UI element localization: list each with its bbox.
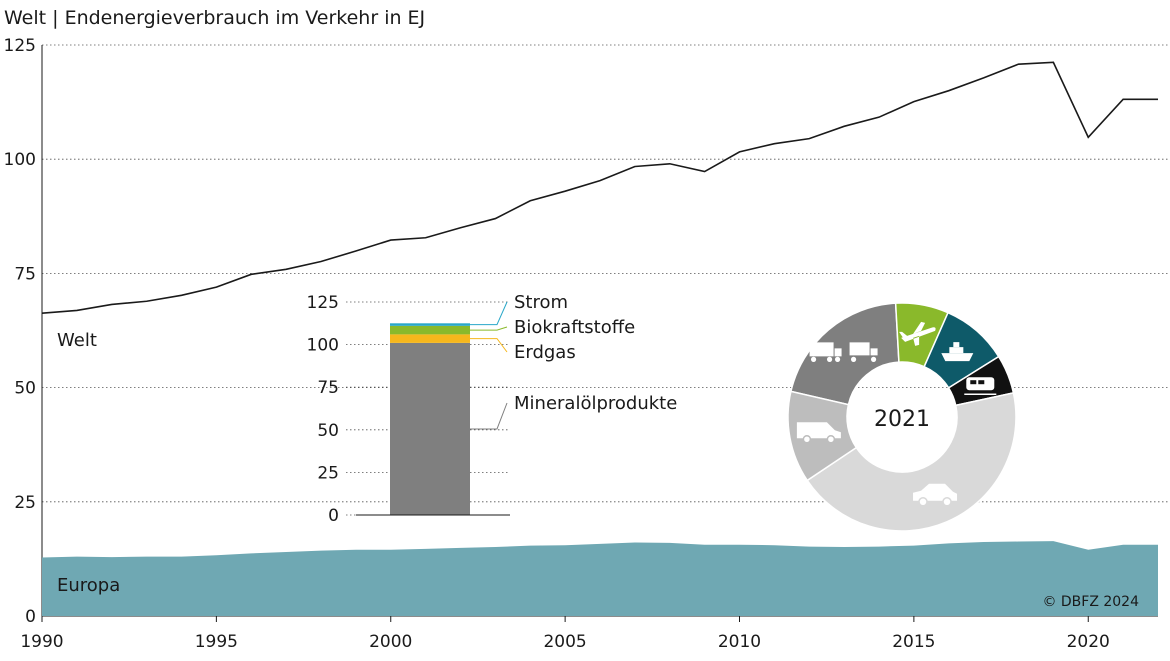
leader-mineralölprodukte [470,402,508,430]
truck-wheel-1 [826,356,833,362]
credit-label: © DBFZ 2024 [1042,594,1139,610]
main-y-tick-labels: 0 25 50 75 100 125 [4,36,36,627]
ship-hull [941,353,974,362]
x-tick-label-2015: 2015 [892,632,935,652]
bar-segment-strom [390,323,470,326]
inset-y-tick-label-100: 100 [307,336,339,356]
truck-cab [834,348,842,357]
inset-y-tick-label-125: 125 [307,293,339,313]
truck2-body [849,342,870,356]
train-window-2 [978,380,985,385]
truck-wheel-0 [810,356,817,362]
x-tick-label-2010: 2010 [718,632,761,652]
ship-icon [941,342,974,362]
welt-line-layer [41,61,1158,314]
ship-deck [949,347,964,354]
y-tick-label-50: 50 [14,379,36,399]
y-tick-label-0: 0 [25,607,36,627]
van-body [796,422,841,439]
main-x-tick-labels: 1990 1995 2000 2005 2010 2015 2020 [20,616,1110,652]
series-label-europa: Europa [57,575,120,596]
truck-body [809,342,834,357]
x-tick-label-1990: 1990 [20,632,63,652]
bar-segment-erdgas [390,334,470,343]
leader-erdgas [470,338,508,353]
inset-y-tick-label-75: 75 [317,378,339,398]
chart-title: Welt | Endenergieverbrauch im Verkehr in… [4,7,425,29]
donut-chart [787,302,1017,532]
series-label-welt: Welt [57,330,97,351]
europa-area [42,541,1158,616]
x-tick-label-2020: 2020 [1067,632,1110,652]
truck-wheel-3 [850,356,857,362]
y-tick-label-100: 100 [4,150,36,170]
europa-area-layer [42,541,1158,616]
y-tick-label-75: 75 [14,264,36,284]
x-tick-label-1995: 1995 [195,632,238,652]
y-tick-label-25: 25 [14,493,36,513]
bar-segment-biokraftstoffe [390,325,470,335]
donut-slice-truck [790,302,900,406]
car-wheel-1 [918,497,928,507]
car-body [913,483,958,501]
car-wheel-2 [942,497,952,507]
legend-label-biokraftstoffe: Biokraftstoffe [514,317,635,338]
welt-line [41,61,1158,314]
inset-y-tick-label-0: 0 [328,506,339,526]
bar-segment-mineralölprodukte [390,342,470,515]
train-icon [964,377,997,395]
x-tick-label-2000: 2000 [369,632,412,652]
airplane-shape [899,321,936,346]
inset-y-tick-label-50: 50 [317,421,339,441]
donut-center-label: 2021 [874,407,930,432]
x-tick-label-2005: 2005 [543,632,586,652]
ship-bridge [953,342,960,348]
truck-wheel-2 [834,356,841,362]
van-wheel-2 [826,435,836,444]
van-wheel-1 [802,435,812,444]
legend-label-mineralölprodukte: Mineralölprodukte [514,393,677,414]
van-icon [796,422,841,444]
train-window-1 [970,380,977,385]
donut-slice-car [806,392,1017,532]
legend-label-erdgas: Erdgas [514,342,576,363]
leader-biokraftstoffe [470,326,508,331]
inset-bar-chart: 0 25 50 75 100 125 Mineralölprodukte Erdgas Biok… [307,292,678,526]
inset-y-tick-label-25: 25 [317,463,339,483]
car-icon [913,483,958,507]
airplane-icon [899,321,936,346]
truck-wheel-4 [870,356,877,362]
truck-icon [809,342,878,362]
legend-label-strom: Strom [514,292,568,313]
truck2-cab [870,348,878,356]
leader-strom [470,301,508,326]
y-tick-label-125: 125 [4,36,36,56]
